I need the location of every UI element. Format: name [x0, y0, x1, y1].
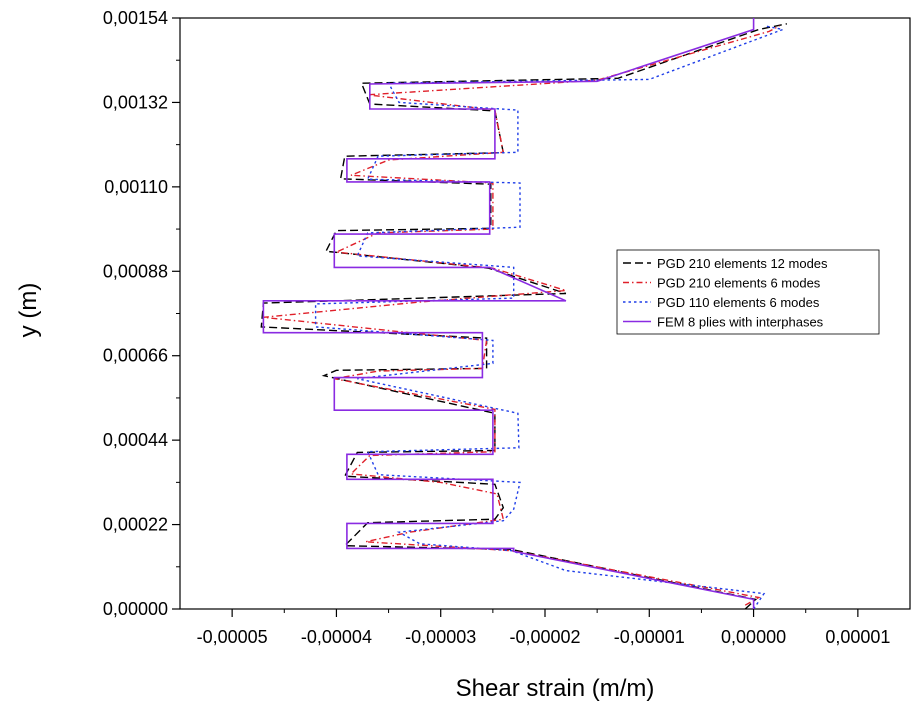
series-layer — [260, 18, 788, 610]
y-tick-label: 0,00000 — [103, 599, 168, 619]
x-tick-label: 0,00001 — [825, 627, 890, 647]
legend-box — [616, 249, 880, 335]
x-tick-label: -0,00005 — [197, 627, 268, 647]
series-line-4 — [262, 18, 755, 609]
y-tick-label: 0,00044 — [103, 430, 168, 450]
x-tick-label: 0,00000 — [721, 627, 786, 647]
y-tick-label: 0,00066 — [103, 346, 168, 366]
legend: PGD 210 elements 12 modes PGD 210 element… — [616, 249, 880, 335]
x-tick-label: -0,00004 — [301, 627, 372, 647]
legend-label: FEM 8 plies with interphases — [657, 315, 824, 330]
y-tick-label: 0,00088 — [103, 261, 168, 281]
y-tick-label: 0,00132 — [103, 92, 168, 112]
legend-label: PGD 210 elements 12 modes — [657, 256, 828, 271]
legend-label: PGD 110 elements 6 modes — [657, 295, 820, 310]
x-tick-label: -0,00002 — [509, 627, 580, 647]
y-tick-label: 0,00154 — [103, 8, 168, 28]
legend-label: PGD 210 elements 6 modes — [657, 276, 821, 291]
x-tick-label: -0,00001 — [614, 627, 685, 647]
y-tick-label: 0,00022 — [103, 515, 168, 535]
x-tick-label: -0,00003 — [405, 627, 476, 647]
x-axis-title: Shear strain (m/m) — [456, 675, 655, 702]
y-axis-title: y (m) — [15, 283, 42, 338]
y-tick-label: 0,00110 — [104, 177, 168, 197]
axes-layer: -0,00005 -0,00004 -0,00003 -0,00002 -0,00001… — [103, 8, 890, 647]
